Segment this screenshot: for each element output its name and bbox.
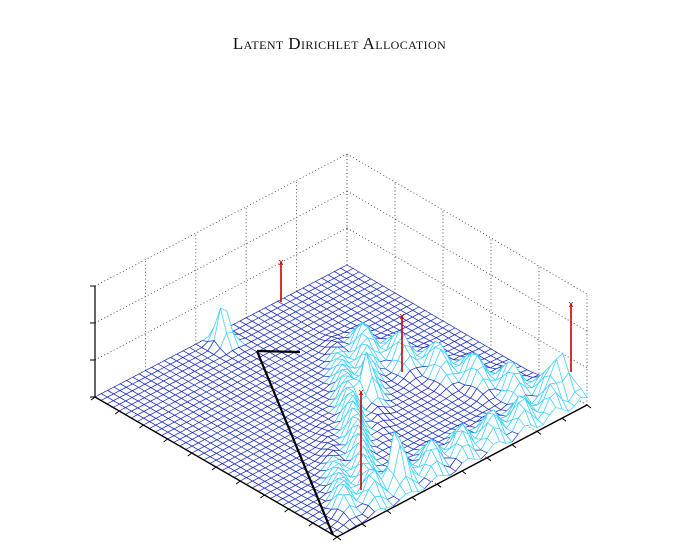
y-tick (436, 483, 442, 488)
y-tick (411, 496, 417, 501)
y-tick (536, 430, 542, 435)
x-tick (139, 424, 144, 429)
x-tick (284, 508, 289, 513)
topic-spikes: x x x x (278, 258, 574, 490)
x-tick (211, 466, 217, 471)
floor-axes (90, 349, 592, 541)
wall-grid-horizontal (346, 190, 588, 332)
x-tick (332, 536, 338, 541)
x-tick (260, 494, 265, 499)
x-tick (90, 396, 96, 401)
x-tick (114, 410, 120, 415)
y-tick (461, 470, 467, 475)
y-tick (361, 523, 367, 528)
y-tick (511, 444, 517, 449)
simplex-edge (255, 350, 335, 536)
density-surface-mesh (94, 264, 588, 538)
x-tick (163, 438, 168, 443)
x-tick (187, 452, 193, 457)
x-tick (235, 480, 241, 485)
wall-grid-horizontal (346, 153, 588, 295)
simplex-edge (256, 349, 301, 354)
spike-marker-x: x (278, 258, 284, 268)
running-title: Latent Dirichlet Allocation (232, 34, 447, 53)
y-tick (486, 457, 492, 462)
y-tick (586, 404, 592, 409)
z-axis (90, 285, 96, 398)
spike-marker-x: x (568, 300, 574, 310)
wall-grid-horizontal (94, 153, 348, 287)
y-tick (336, 536, 342, 541)
x-tick (308, 522, 314, 527)
spike-marker-x: x (399, 312, 405, 322)
y-tick (386, 510, 392, 514)
wall-grid-horizontal (346, 227, 588, 369)
spike-marker-x: x (358, 388, 364, 398)
y-tick (561, 417, 567, 422)
